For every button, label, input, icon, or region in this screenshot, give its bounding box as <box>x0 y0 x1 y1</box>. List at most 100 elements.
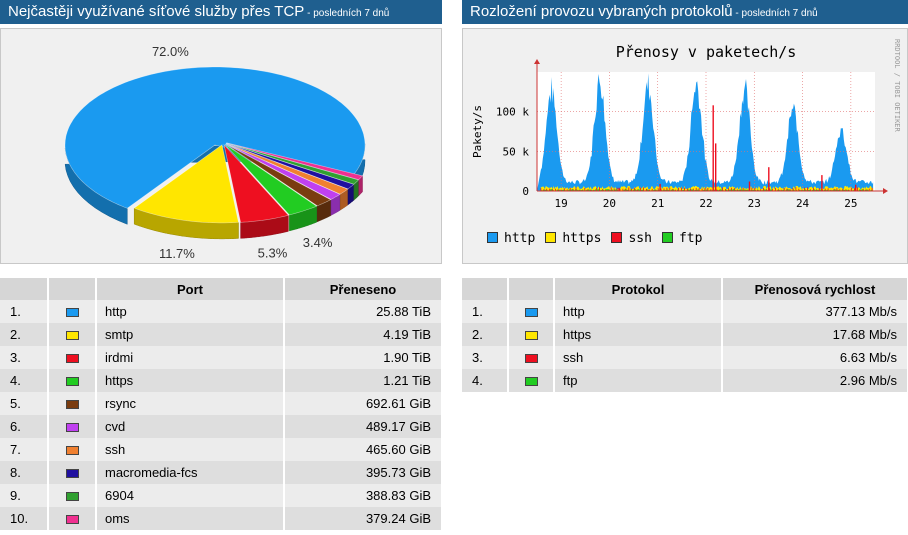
traffic-xtick-label: 25 <box>844 197 857 210</box>
rrdtool-watermark: RRDTOOL / TOBI OETIKER <box>893 39 901 133</box>
port-value: 465.60 GiB <box>284 438 443 461</box>
pie-label-irdmi: 5.3% <box>258 245 288 260</box>
port-row: 2. smtp 4.19 TiB <box>0 323 443 346</box>
legend-item-http: http <box>487 231 535 246</box>
protocol-color-swatch <box>524 331 538 341</box>
traffic-y-arrow <box>534 59 540 64</box>
legend-swatch <box>611 232 623 243</box>
port-rank: 3. <box>0 346 49 369</box>
port-value: 388.83 GiB <box>284 484 443 507</box>
port-swatch <box>48 369 97 392</box>
port-rank: 5. <box>0 392 49 415</box>
pie-label-smtp: 11.7% <box>159 246 195 261</box>
legend-label: https <box>562 231 602 246</box>
port-color-swatch <box>65 515 79 525</box>
protocol-color-swatch <box>524 308 538 318</box>
port-name: cvd <box>96 415 285 438</box>
port-value: 379.24 GiB <box>284 507 443 530</box>
left-panel-title: Nejčastěji využívané síťové služby přes … <box>8 3 305 20</box>
traffic-xtick-label: 21 <box>651 197 664 210</box>
port-row: 1. http 25.88 TiB <box>0 300 443 323</box>
port-color-swatch <box>65 492 79 502</box>
port-name: ssh <box>96 438 285 461</box>
legend-swatch <box>661 232 673 243</box>
protocols-col-protocol: Protokol <box>554 278 723 300</box>
protocol-name: ftp <box>554 369 723 392</box>
legend-label: http <box>504 231 536 246</box>
legend-item-ssh: ssh <box>611 231 652 246</box>
port-color-swatch <box>65 377 79 387</box>
port-swatch <box>48 323 97 346</box>
port-color-swatch <box>65 331 79 341</box>
ports-col-transferred: Přeneseno <box>284 278 443 300</box>
port-name: https <box>96 369 285 392</box>
protocol-name: https <box>554 323 723 346</box>
port-color-swatch <box>65 446 79 456</box>
protocol-rank: 4. <box>462 369 509 392</box>
port-name: irdmi <box>96 346 285 369</box>
pie-slice-cvd <box>225 143 341 200</box>
ports-col-port: Port <box>96 278 285 300</box>
port-row: 10. oms 379.24 GiB <box>0 507 443 530</box>
port-value: 1.90 TiB <box>284 346 443 369</box>
port-value: 692.61 GiB <box>284 392 443 415</box>
port-value: 395.73 GiB <box>284 461 443 484</box>
port-swatch <box>48 415 97 438</box>
protocols-col-color <box>508 278 555 300</box>
traffic-xtick-label: 19 <box>555 197 568 210</box>
protocol-rank: 3. <box>462 346 509 369</box>
port-swatch <box>48 392 97 415</box>
port-color-swatch <box>65 308 79 318</box>
pie-top <box>64 66 366 224</box>
protocol-value: 17.68 Mb/s <box>722 323 908 346</box>
protocol-row: 4. ftp 2.96 Mb/s <box>462 369 908 392</box>
pie-slice-rsync <box>225 143 332 207</box>
port-rank: 1. <box>0 300 49 323</box>
port-color-swatch <box>65 400 79 410</box>
traffic-ytick-label: 100 k <box>496 106 529 119</box>
port-row: 9. 6904 388.83 GiB <box>0 484 443 507</box>
right-panel-header: Rozložení provozu vybraných protokolů - … <box>462 0 908 24</box>
pie-label-http: 72.0% <box>152 44 189 59</box>
traffic-legend: http https ssh ftp <box>487 231 712 246</box>
port-value: 1.21 TiB <box>284 369 443 392</box>
port-value: 25.88 TiB <box>284 300 443 323</box>
protocol-swatch <box>508 369 555 392</box>
legend-label: ftp <box>678 231 703 246</box>
protocol-name: http <box>554 300 723 323</box>
ports-col-color <box>48 278 97 300</box>
pie-slice-oms <box>226 142 364 181</box>
port-name: http <box>96 300 285 323</box>
pie-chart: 72.0% 11.7% 5.3% 3.4% <box>64 44 366 261</box>
port-rank: 4. <box>0 369 49 392</box>
protocols-col-rank <box>462 278 509 300</box>
protocol-color-swatch <box>524 354 538 364</box>
port-rank: 7. <box>0 438 49 461</box>
traffic-xtick-label: 20 <box>603 197 616 210</box>
protocol-rank: 1. <box>462 300 509 323</box>
port-swatch <box>48 461 97 484</box>
traffic-xtick-label: 22 <box>699 197 712 210</box>
pie-slice-http <box>64 66 366 209</box>
protocol-color-swatch <box>524 377 538 387</box>
port-swatch <box>48 507 97 530</box>
port-row: 8. macromedia-fcs 395.73 GiB <box>0 461 443 484</box>
port-color-swatch <box>65 469 79 479</box>
traffic-title: Přenosy v paketech/s <box>616 43 797 61</box>
protocol-swatch <box>508 300 555 323</box>
port-row: 6. cvd 489.17 GiB <box>0 415 443 438</box>
protocol-swatch <box>508 323 555 346</box>
port-rank: 2. <box>0 323 49 346</box>
left-panel-subtitle: - posledních 7 dnů <box>304 8 390 19</box>
protocol-value: 377.13 Mb/s <box>722 300 908 323</box>
pie-labels: 72.0% 11.7% 5.3% 3.4% <box>152 44 333 261</box>
legend-swatch <box>487 232 498 243</box>
legend-item-ftp: ftp <box>661 231 703 246</box>
protocol-name: ssh <box>554 346 723 369</box>
protocol-value: 2.96 Mb/s <box>722 369 908 392</box>
protocols-col-rate: Přenosová rychlost <box>722 278 908 300</box>
port-row: 5. rsync 692.61 GiB <box>0 392 443 415</box>
port-rank: 10. <box>0 507 49 530</box>
port-swatch <box>48 438 97 461</box>
traffic-xtick-label: 24 <box>796 197 810 210</box>
